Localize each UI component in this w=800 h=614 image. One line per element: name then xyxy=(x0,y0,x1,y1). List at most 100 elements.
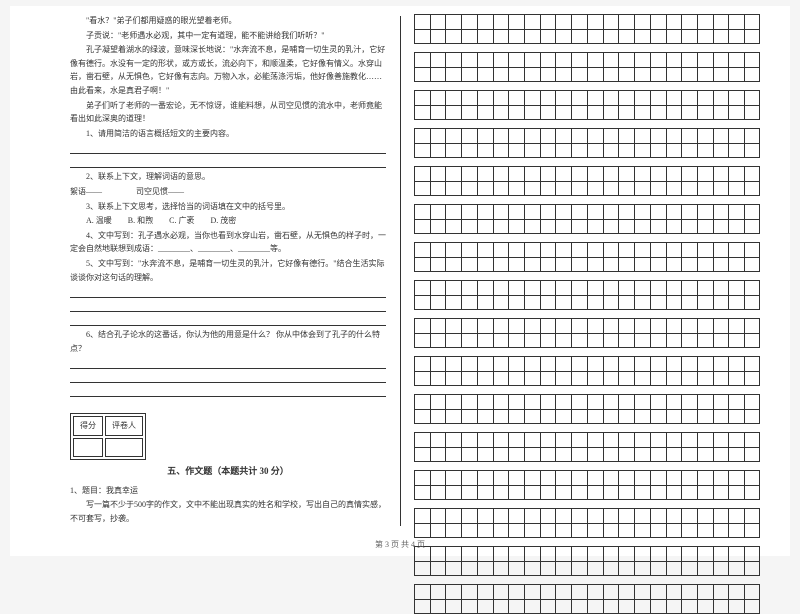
writing-grid-cell[interactable] xyxy=(697,105,713,120)
writing-grid-cell[interactable] xyxy=(587,470,603,485)
writing-grid-cell[interactable] xyxy=(634,485,650,500)
writing-grid-cell[interactable] xyxy=(540,523,556,538)
writing-grid-cell[interactable] xyxy=(650,470,666,485)
writing-grid-cell[interactable] xyxy=(414,29,430,44)
writing-grid-cell[interactable] xyxy=(524,371,540,386)
writing-grid-cell[interactable] xyxy=(414,333,430,348)
writing-grid-cell[interactable] xyxy=(445,143,461,158)
writing-grid-cell[interactable] xyxy=(587,143,603,158)
writing-grid-cell[interactable] xyxy=(713,333,729,348)
writing-grid-cell[interactable] xyxy=(744,333,760,348)
writing-grid-cell[interactable] xyxy=(445,333,461,348)
writing-grid-cell[interactable] xyxy=(414,371,430,386)
writing-grid-cell[interactable] xyxy=(697,14,713,29)
writing-grid-cell[interactable] xyxy=(681,318,697,333)
writing-grid-cell[interactable] xyxy=(744,295,760,310)
writing-grid-cell[interactable] xyxy=(713,371,729,386)
writing-grid-cell[interactable] xyxy=(461,52,477,67)
writing-grid-cell[interactable] xyxy=(634,143,650,158)
writing-grid-cell[interactable] xyxy=(697,280,713,295)
writing-grid-cell[interactable] xyxy=(650,333,666,348)
writing-grid-cell[interactable] xyxy=(524,280,540,295)
writing-grid-cell[interactable] xyxy=(414,485,430,500)
writing-grid-cell[interactable] xyxy=(445,280,461,295)
writing-grid-cell[interactable] xyxy=(461,204,477,219)
writing-grid-cell[interactable] xyxy=(744,280,760,295)
writing-grid-cell[interactable] xyxy=(618,67,634,82)
writing-grid-cell[interactable] xyxy=(508,29,524,44)
writing-grid-cell[interactable] xyxy=(571,599,587,614)
writing-grid-cell[interactable] xyxy=(744,204,760,219)
writing-grid-cell[interactable] xyxy=(430,52,446,67)
writing-grid-cell[interactable] xyxy=(508,333,524,348)
writing-grid-cell[interactable] xyxy=(681,333,697,348)
writing-grid-cell[interactable] xyxy=(430,470,446,485)
writing-grid-cell[interactable] xyxy=(618,14,634,29)
writing-grid-cell[interactable] xyxy=(555,508,571,523)
writing-grid-cell[interactable] xyxy=(681,523,697,538)
writing-grid-cell[interactable] xyxy=(618,470,634,485)
writing-grid-cell[interactable] xyxy=(603,280,619,295)
writing-grid-cell[interactable] xyxy=(461,432,477,447)
writing-grid-cell[interactable] xyxy=(681,128,697,143)
writing-grid-cell[interactable] xyxy=(414,599,430,614)
writing-grid-cell[interactable] xyxy=(634,257,650,272)
writing-grid-cell[interactable] xyxy=(477,128,493,143)
writing-grid-cell[interactable] xyxy=(666,14,682,29)
answer-line[interactable] xyxy=(70,357,386,369)
writing-grid-cell[interactable] xyxy=(666,29,682,44)
writing-grid-cell[interactable] xyxy=(650,181,666,196)
writing-grid-cell[interactable] xyxy=(477,52,493,67)
writing-grid-cell[interactable] xyxy=(713,561,729,576)
writing-grid-cell[interactable] xyxy=(524,29,540,44)
writing-grid-cell[interactable] xyxy=(744,599,760,614)
writing-grid-cell[interactable] xyxy=(430,584,446,599)
writing-grid-cell[interactable] xyxy=(555,67,571,82)
writing-grid-cell[interactable] xyxy=(414,14,430,29)
writing-grid-cell[interactable] xyxy=(555,447,571,462)
writing-grid-cell[interactable] xyxy=(414,584,430,599)
writing-grid-cell[interactable] xyxy=(461,143,477,158)
writing-grid-cell[interactable] xyxy=(493,333,509,348)
writing-grid-cell[interactable] xyxy=(477,371,493,386)
writing-grid-cell[interactable] xyxy=(650,204,666,219)
writing-grid-cell[interactable] xyxy=(681,90,697,105)
writing-grid-cell[interactable] xyxy=(744,318,760,333)
writing-grid-cell[interactable] xyxy=(414,67,430,82)
writing-grid-cell[interactable] xyxy=(587,219,603,234)
writing-grid-cell[interactable] xyxy=(603,584,619,599)
writing-grid-cell[interactable] xyxy=(603,67,619,82)
writing-grid-cell[interactable] xyxy=(728,181,744,196)
writing-grid-cell[interactable] xyxy=(461,394,477,409)
writing-grid-cell[interactable] xyxy=(555,105,571,120)
writing-grid-cell[interactable] xyxy=(587,508,603,523)
writing-grid-cell[interactable] xyxy=(713,280,729,295)
writing-grid-cell[interactable] xyxy=(461,90,477,105)
writing-grid-cell[interactable] xyxy=(540,52,556,67)
writing-grid-cell[interactable] xyxy=(744,356,760,371)
writing-grid-cell[interactable] xyxy=(650,280,666,295)
score-cell[interactable] xyxy=(73,438,103,458)
writing-grid-cell[interactable] xyxy=(587,166,603,181)
writing-grid-cell[interactable] xyxy=(571,204,587,219)
writing-grid-cell[interactable] xyxy=(587,90,603,105)
writing-grid-cell[interactable] xyxy=(508,295,524,310)
writing-grid-cell[interactable] xyxy=(555,128,571,143)
writing-grid-cell[interactable] xyxy=(508,204,524,219)
writing-grid-cell[interactable] xyxy=(571,242,587,257)
writing-grid-cell[interactable] xyxy=(650,409,666,424)
writing-grid-cell[interactable] xyxy=(603,409,619,424)
writing-grid-cell[interactable] xyxy=(524,523,540,538)
writing-grid-cell[interactable] xyxy=(445,90,461,105)
writing-grid-cell[interactable] xyxy=(618,257,634,272)
writing-grid-cell[interactable] xyxy=(555,318,571,333)
writing-grid-cell[interactable] xyxy=(697,409,713,424)
writing-grid-cell[interactable] xyxy=(666,561,682,576)
writing-grid-cell[interactable] xyxy=(713,204,729,219)
writing-grid-cell[interactable] xyxy=(493,432,509,447)
writing-grid-cell[interactable] xyxy=(744,432,760,447)
writing-grid-cell[interactable] xyxy=(445,508,461,523)
writing-grid-cell[interactable] xyxy=(728,599,744,614)
writing-grid-cell[interactable] xyxy=(524,409,540,424)
writing-grid-cell[interactable] xyxy=(728,14,744,29)
